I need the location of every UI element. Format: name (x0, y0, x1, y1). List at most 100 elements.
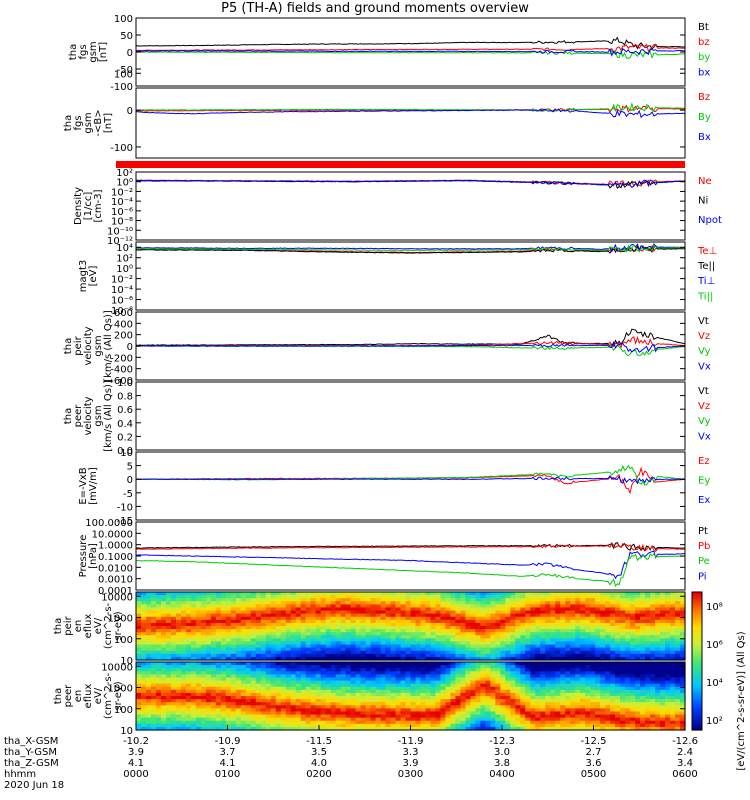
heatmap-cell (655, 616, 661, 621)
heatmap-cell (300, 629, 307, 633)
heatmap-cell (655, 592, 661, 596)
heatmap-cell (615, 723, 621, 728)
heatmap-cell (575, 598, 581, 602)
heatmap-cell (565, 717, 571, 722)
heatmap-cell (440, 686, 447, 691)
heatmap-cell (600, 702, 606, 706)
heatmap-cell (440, 610, 447, 615)
heatmap-cell (360, 632, 367, 636)
heatmap-cell (375, 635, 382, 639)
y-label-line: [eV] (88, 266, 99, 287)
heatmap-cell (645, 604, 651, 609)
heatmap-cell (220, 662, 227, 666)
heatmap-cell (670, 622, 676, 627)
heatmap-cell (650, 638, 656, 643)
heatmap-cell (160, 720, 167, 725)
heatmap-cell (145, 592, 152, 596)
heatmap-cell (530, 644, 536, 649)
heatmap-cell (220, 595, 227, 599)
heatmap-cell (520, 653, 526, 658)
heatmap-cell (230, 604, 237, 609)
heatmap-cell (320, 705, 327, 709)
heatmap-cell (675, 647, 681, 652)
heatmap-cell (630, 677, 636, 682)
y-axis-label: tha peer velocity gsm [km/s (All Qs)] (63, 380, 114, 452)
heatmap-cell (140, 622, 147, 627)
heatmap-cell (495, 671, 501, 675)
heatmap-cell (180, 696, 187, 700)
heatmap-cell (675, 607, 681, 612)
heatmap-cell (510, 650, 516, 655)
heatmap-cell (530, 629, 536, 633)
heatmap-cell (620, 601, 626, 605)
heatmap-cell (455, 677, 462, 682)
heatmap-cell (220, 604, 227, 609)
heatmap-cell (545, 686, 551, 691)
heatmap-cell (425, 677, 432, 682)
heatmap-cell (480, 635, 486, 639)
heatmap-cell (220, 711, 227, 716)
heatmap-cell (670, 638, 676, 643)
heatmap-cell (305, 629, 312, 633)
heatmap-cell (630, 638, 636, 643)
heatmap-cell (620, 592, 626, 596)
heatmap-cell (315, 683, 322, 688)
y-label-line: fgs (78, 44, 89, 59)
heatmap-cell (555, 683, 561, 688)
heatmap-cell (355, 595, 362, 599)
heatmap-cell (245, 629, 252, 633)
heatmap-cell (535, 632, 541, 636)
heatmap-cell (300, 708, 307, 713)
heatmap-cell (385, 601, 392, 605)
heatmap-cell (500, 662, 506, 666)
heatmap-cell (150, 726, 157, 731)
heatmap-cell (620, 711, 626, 716)
heatmap-cell (585, 607, 591, 612)
heatmap-cell (225, 598, 232, 602)
heatmap-cell (235, 692, 242, 697)
heatmap-cell (425, 626, 432, 630)
heatmap-cell (650, 641, 656, 646)
heatmap-cell (655, 644, 661, 649)
heatmap-cell (215, 674, 222, 679)
heatmap-cell (530, 632, 536, 636)
heatmap-cell (430, 622, 437, 627)
heatmap-cell (340, 616, 347, 621)
heatmap-cell (535, 613, 541, 618)
heatmap-cell (250, 668, 257, 672)
heatmap-cell (645, 696, 651, 700)
heatmap-cell (165, 705, 172, 709)
heatmap-cell (245, 632, 252, 636)
heatmap-cell (195, 702, 202, 706)
y-label-line: gsm (88, 41, 99, 62)
heatmap-cell (575, 692, 581, 697)
heatmap-cell (415, 613, 422, 618)
heatmap-cell (250, 638, 257, 643)
heatmap-cell (565, 604, 571, 609)
heatmap-cell (385, 592, 392, 596)
heatmap-cell (460, 711, 466, 716)
heatmap-cell (250, 619, 257, 624)
heatmap-cell (335, 674, 342, 679)
heatmap-cell (455, 665, 462, 669)
heatmap-cell (615, 638, 621, 643)
heatmap-cell (585, 692, 591, 697)
heatmap-cell (255, 595, 262, 599)
heatmap-cell (425, 607, 432, 612)
heatmap-cell (290, 686, 297, 691)
heatmap-cell (255, 610, 262, 615)
heatmap-cell (525, 644, 531, 649)
heatmap-cell (190, 638, 197, 643)
heatmap-cell (565, 671, 571, 675)
heatmap-cell (480, 610, 486, 615)
heatmap-cell (465, 668, 471, 672)
heatmap-cell (610, 717, 616, 722)
heatmap-cell (170, 595, 177, 599)
heatmap-cell (300, 665, 307, 669)
heatmap-cell (275, 689, 282, 694)
heatmap-cell (295, 607, 302, 612)
heatmap-cell (290, 723, 297, 728)
heatmap-cell (490, 665, 496, 669)
heatmap-cell (435, 635, 442, 639)
